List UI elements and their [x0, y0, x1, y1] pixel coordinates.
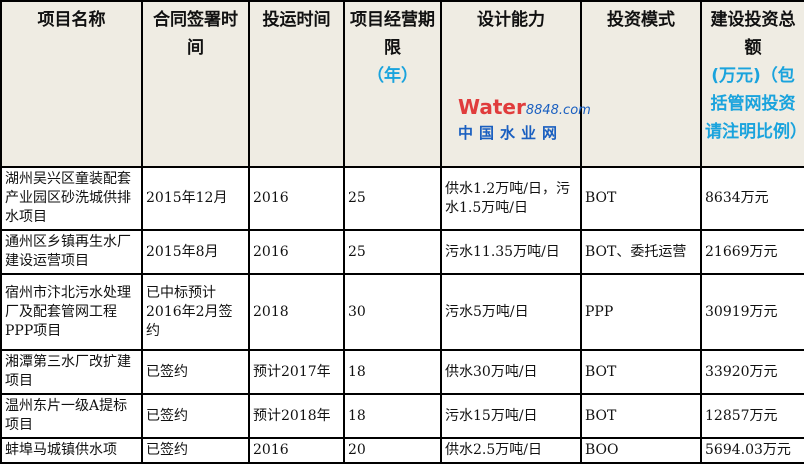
cell-capacity: 供水2.5万吨/日: [440, 437, 582, 464]
cell-capacity: 供水30万吨/日: [440, 349, 582, 395]
cell-capacity: 污水5万吨/日: [440, 273, 582, 351]
header-project-name: 项目名称: [0, 0, 143, 168]
cell-capacity: 污水11.35万吨/日: [440, 229, 582, 275]
cell-total: 5694.03万元: [700, 437, 804, 464]
cell-term: 25: [343, 166, 442, 231]
table-row: 通州区乡镇再生水厂建设运营项目 2015年8月 2016 25 污水11.35万吨/日 B…: [0, 229, 804, 275]
cell-operation: 2016: [248, 166, 345, 231]
cell-operation: 2016: [248, 229, 345, 275]
cell-term: 18: [343, 393, 442, 439]
cell-term: 25: [343, 229, 442, 275]
header-investment-total: 建设投资总额 (万元)（包括管网投资请注明比例）: [700, 0, 804, 168]
cell-term: 18: [343, 349, 442, 395]
cell-contract: 2015年8月: [141, 229, 250, 275]
header-total-label: 建设投资总额: [710, 10, 796, 58]
header-term: 项目经营期限 （年）: [343, 0, 442, 168]
cell-contract: 已中标预计2016年2月签约: [141, 273, 250, 351]
table-row: 温州东片一级A提标项目 已签约 预计2018年 18 污水15万吨/日 BOT 12857万…: [0, 393, 804, 439]
cell-contract: 已签约: [141, 437, 250, 464]
cell-name: 蚌埠马城镇供水项: [0, 437, 143, 464]
cell-contract: 已签约: [141, 393, 250, 439]
header-investment-mode: 投资模式: [580, 0, 702, 168]
table-row: 湖州吴兴区童装配套产业园区砂洗城供排水项目 2015年12月 2016 25 供水1.2…: [0, 166, 804, 231]
cell-total: 8634万元: [700, 166, 804, 231]
header-row: 项目名称 合同签署时间 投运时间 项目经营期限 （年） 设计能力 投资模式 建设投…: [0, 0, 804, 168]
header-total-note: (万元)（包括管网投资请注明比例）: [705, 66, 804, 142]
cell-total: 30919万元: [700, 273, 804, 351]
cell-total: 33920万元: [700, 349, 804, 395]
cell-mode: BOT: [580, 393, 702, 439]
cell-operation: 预计2018年: [248, 393, 345, 439]
cell-capacity: 污水15万吨/日: [440, 393, 582, 439]
header-capacity: 设计能力: [440, 0, 582, 168]
table-row: 宿州市汴北污水处理厂及配套管网工程PPP项目 已中标预计2016年2月签约 2018…: [0, 273, 804, 351]
cell-term: 20: [343, 437, 442, 464]
cell-operation: 2018: [248, 273, 345, 351]
cell-mode: PPP: [580, 273, 702, 351]
cell-operation: 2016: [248, 437, 345, 464]
cell-name: 温州东片一级A提标项目: [0, 393, 143, 439]
cell-term: 30: [343, 273, 442, 351]
cell-name: 宿州市汴北污水处理厂及配套管网工程PPP项目: [0, 273, 143, 351]
header-term-label: 项目经营期限: [350, 10, 435, 58]
cell-total: 21669万元: [700, 229, 804, 275]
cell-name: 湘潭第三水厂改扩建项目: [0, 349, 143, 395]
cell-operation: 预计2017年: [248, 349, 345, 395]
cell-mode: BOT: [580, 349, 702, 395]
table-row: 蚌埠马城镇供水项 已签约 2016 20 供水2.5万吨/日 BOO 5694.03万元: [0, 437, 804, 464]
cell-mode: BOT: [580, 166, 702, 231]
header-contract-date: 合同签署时间: [141, 0, 250, 168]
cell-mode: BOO: [580, 437, 702, 464]
header-operation-date: 投运时间: [248, 0, 345, 168]
table-row: 湘潭第三水厂改扩建项目 已签约 预计2017年 18 供水30万吨/日 BOT 33920万…: [0, 349, 804, 395]
cell-contract: 已签约: [141, 349, 250, 395]
cell-mode: BOT、委托运营: [580, 229, 702, 275]
cell-capacity: 供水1.2万吨/日，污水1.5万吨/日: [440, 166, 582, 231]
cell-total: 12857万元: [700, 393, 804, 439]
cell-name: 湖州吴兴区童装配套产业园区砂洗城供排水项目: [0, 166, 143, 231]
header-term-note: （年）: [367, 66, 418, 86]
cell-name: 通州区乡镇再生水厂建设运营项目: [0, 229, 143, 275]
cell-contract: 2015年12月: [141, 166, 250, 231]
